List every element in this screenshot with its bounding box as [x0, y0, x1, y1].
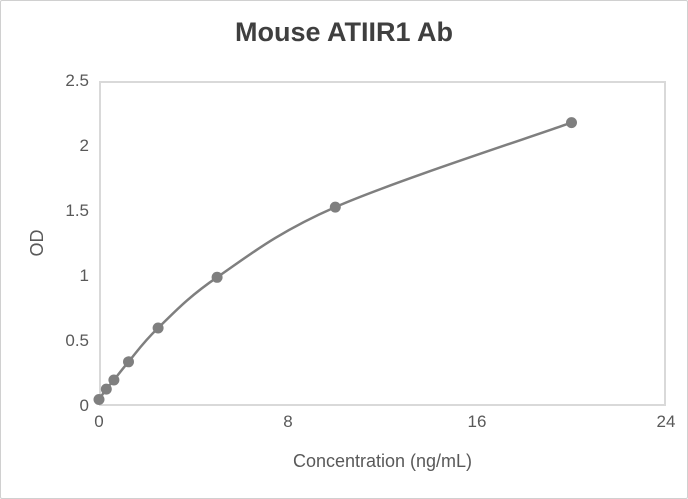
x-tick-label: 0 — [94, 412, 104, 431]
x-tick-label: 8 — [283, 412, 293, 431]
plot-area — [99, 81, 666, 406]
x-axis-title: Concentration (ng/mL) — [292, 451, 473, 471]
y-tick-label: 1.5 — [65, 201, 89, 220]
y-tick-label: 0 — [79, 396, 89, 415]
x-tick-label: 16 — [467, 412, 487, 431]
y-axis-title: OD — [27, 229, 47, 257]
y-tick-label: 0.5 — [65, 331, 89, 350]
y-tick-label: 2.5 — [65, 71, 89, 90]
y-tick-label: 2 — [79, 136, 89, 155]
x-tick-label: 24 — [656, 412, 676, 431]
chart-title: Mouse ATIIR1 Ab — [234, 17, 453, 47]
y-tick-label: 1 — [79, 266, 89, 285]
